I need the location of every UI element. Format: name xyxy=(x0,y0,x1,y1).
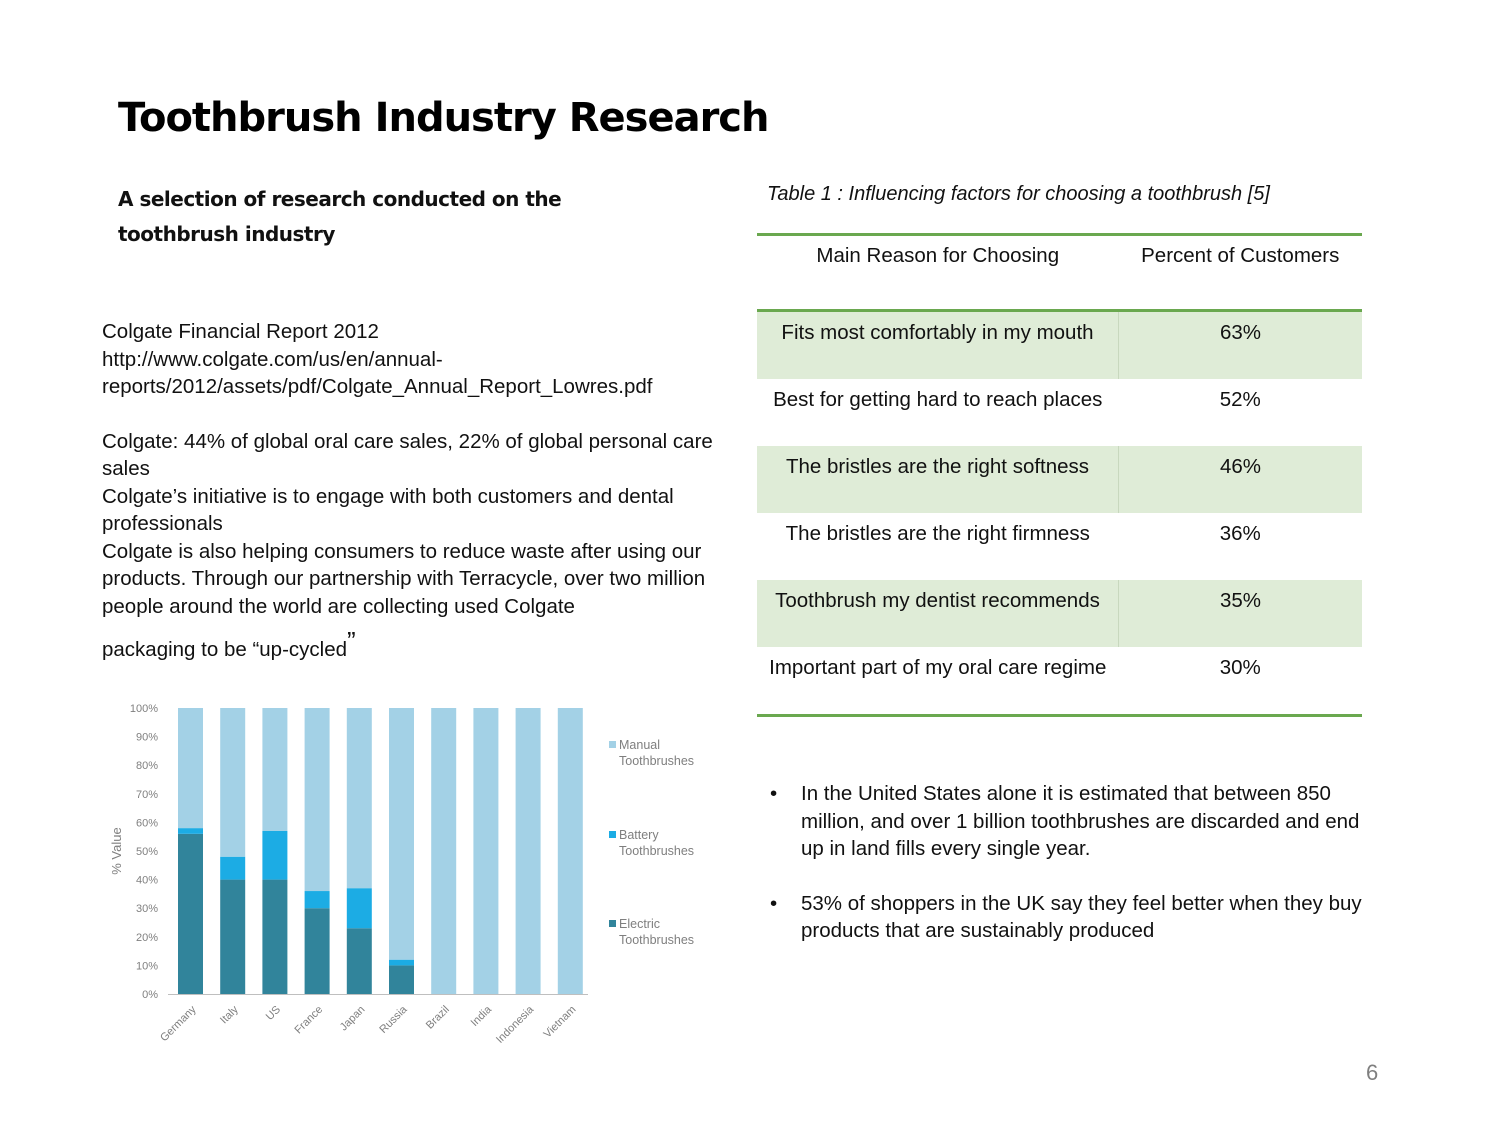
bar-segment xyxy=(304,908,330,994)
percent-cell: 30% xyxy=(1118,647,1362,717)
y-tick-label: 80% xyxy=(136,760,158,772)
reason-cell: Fits most comfortably in my mouth xyxy=(757,310,1119,379)
legend-swatch xyxy=(609,741,616,748)
legend-label: Toothbrushes xyxy=(619,933,694,947)
bar-segment xyxy=(220,879,246,994)
bar-segment xyxy=(178,833,203,994)
report-paragraph-upcycled: packaging to be “up-cycled” xyxy=(102,626,752,664)
bullet-icon: • xyxy=(770,891,778,915)
bar-segment xyxy=(389,708,414,960)
report-paragraph-initiative: Colgate’s initiative is to engage with b… xyxy=(102,484,674,536)
percent-cell: 35% xyxy=(1118,580,1362,647)
influencing-factors-table: Main Reason for Choosing Percent of Cust… xyxy=(757,233,1362,717)
colgate-report-section: Colgate Financial Report 2012 http://www… xyxy=(102,318,752,664)
bar-segment xyxy=(220,856,246,880)
x-tick-label: France xyxy=(293,1004,326,1037)
report-url-line-1: http://www.colgate.com/us/en/annual- xyxy=(102,347,443,371)
legend-label: Manual xyxy=(619,738,660,752)
report-paragraph-market-share: Colgate: 44% of global oral care sales, … xyxy=(102,429,713,481)
bullet-text: 53% of shoppers in the UK say they feel … xyxy=(801,891,1362,943)
toothbrush-type-chart: 0% 10% 20% 30% 40% 50% 60% 70% 80% 90% 100% % Value… xyxy=(100,695,730,1055)
y-axis-label: % Value xyxy=(109,827,124,874)
bar-segment xyxy=(473,708,499,994)
legend-label: Electric xyxy=(619,917,660,931)
y-tick-label: 20% xyxy=(136,932,158,944)
bullet-item: • 53% of shoppers in the UK say they fee… xyxy=(770,890,1380,945)
bar-segment xyxy=(346,888,372,929)
table-row: Toothbrush my dentist recommends 35% xyxy=(757,580,1362,647)
header-percent: Percent of Customers xyxy=(1118,233,1362,312)
bar-segment xyxy=(178,708,203,829)
y-tick-label: 70% xyxy=(136,789,158,801)
bar-segment xyxy=(178,828,203,834)
bar-segment xyxy=(346,708,372,889)
bar-segment xyxy=(304,708,330,892)
y-tick-label: 90% xyxy=(136,732,158,744)
table-header-row: Main Reason for Choosing Percent of Cust… xyxy=(757,233,1362,312)
upcycled-text: packaging to be “up-cycled xyxy=(102,638,348,661)
legend-label: Toothbrushes xyxy=(619,844,694,858)
x-tick-label: Germany xyxy=(158,1003,199,1044)
legend-label: Battery xyxy=(619,828,659,842)
y-tick-label: 0% xyxy=(142,989,158,1001)
bullet-item: • In the United States alone it is estim… xyxy=(770,780,1380,863)
bar-segment xyxy=(515,708,541,994)
bar-segment xyxy=(262,879,288,994)
y-tick-label: 40% xyxy=(136,875,158,887)
bar-segment xyxy=(389,959,414,966)
bar-segment xyxy=(557,708,583,994)
y-tick-label: 30% xyxy=(136,903,158,915)
page-number: 6 xyxy=(1366,1060,1379,1085)
header-reason: Main Reason for Choosing xyxy=(757,233,1119,312)
bar-segment xyxy=(389,965,414,994)
report-url-line-2: reports/2012/assets/pdf/Colgate_Annual_R… xyxy=(102,375,653,398)
table-caption: Table 1 : Influencing factors for choosi… xyxy=(767,183,1270,205)
y-tick-label: 60% xyxy=(136,817,158,829)
x-tick-label: Vietnam xyxy=(542,1004,579,1041)
bar-segment xyxy=(220,708,246,857)
table-row: Important part of my oral care regime 30… xyxy=(757,647,1362,717)
bullet-icon: • xyxy=(770,782,778,805)
bar-segment xyxy=(262,708,288,831)
x-tick-label: Brazil xyxy=(424,1004,452,1032)
x-tick-label: Russia xyxy=(377,1003,410,1036)
bar-segment xyxy=(262,830,288,880)
y-tick-label: 100% xyxy=(130,703,158,715)
reason-cell: Important part of my oral care regime xyxy=(757,647,1119,717)
report-heading: Colgate Financial Report 2012 xyxy=(102,320,379,343)
reason-cell: The bristles are the right firmness xyxy=(785,522,1090,545)
table-row: Fits most comfortably in my mouth 63% xyxy=(757,310,1362,379)
percent-cell: 46% xyxy=(1118,446,1362,513)
reason-cell: The bristles are the right softness xyxy=(757,446,1119,513)
percent-cell: 63% xyxy=(1118,310,1362,379)
percent-cell: 36% xyxy=(1219,522,1261,545)
x-tick-label: India xyxy=(469,1003,495,1029)
x-tick-label: Indonesia xyxy=(494,1003,537,1046)
percent-cell: 52% xyxy=(1219,388,1261,411)
y-tick-label: 50% xyxy=(136,846,158,858)
reason-cell: Best for getting hard to reach places xyxy=(773,388,1103,411)
legend-swatch xyxy=(609,831,616,838)
x-tick-label: US xyxy=(264,1004,283,1023)
legend-swatch xyxy=(609,920,616,927)
page-subtitle: A selection of research conducted on the… xyxy=(118,187,562,246)
legend-label: Toothbrushes xyxy=(619,754,694,768)
report-paragraph-terracycle: Colgate is also helping consumers to red… xyxy=(102,539,706,618)
x-tick-label: Italy xyxy=(218,1003,241,1026)
bullet-list: • In the United States alone it is estim… xyxy=(770,780,1380,972)
reason-cell: Toothbrush my dentist recommends xyxy=(757,580,1119,647)
table-row: The bristles are the right firmness 36% xyxy=(757,513,1362,580)
stacked-bar-chart: 0% 10% 20% 30% 40% 50% 60% 70% 80% 90% 100% % Value… xyxy=(109,703,694,1046)
table-row: Best for getting hard to reach places 52… xyxy=(757,379,1362,446)
bar-segment xyxy=(304,891,330,909)
bar-segment xyxy=(431,708,457,994)
y-tick-label: 10% xyxy=(136,960,158,972)
page-title: Toothbrush Industry Research xyxy=(118,95,769,141)
closing-quote: ” xyxy=(347,626,356,656)
bullet-text: In the United States alone it is estimat… xyxy=(801,782,1360,860)
x-tick-label: Japan xyxy=(338,1004,368,1034)
table-row: The bristles are the right softness 46% xyxy=(757,446,1362,513)
bar-segment xyxy=(346,928,372,994)
